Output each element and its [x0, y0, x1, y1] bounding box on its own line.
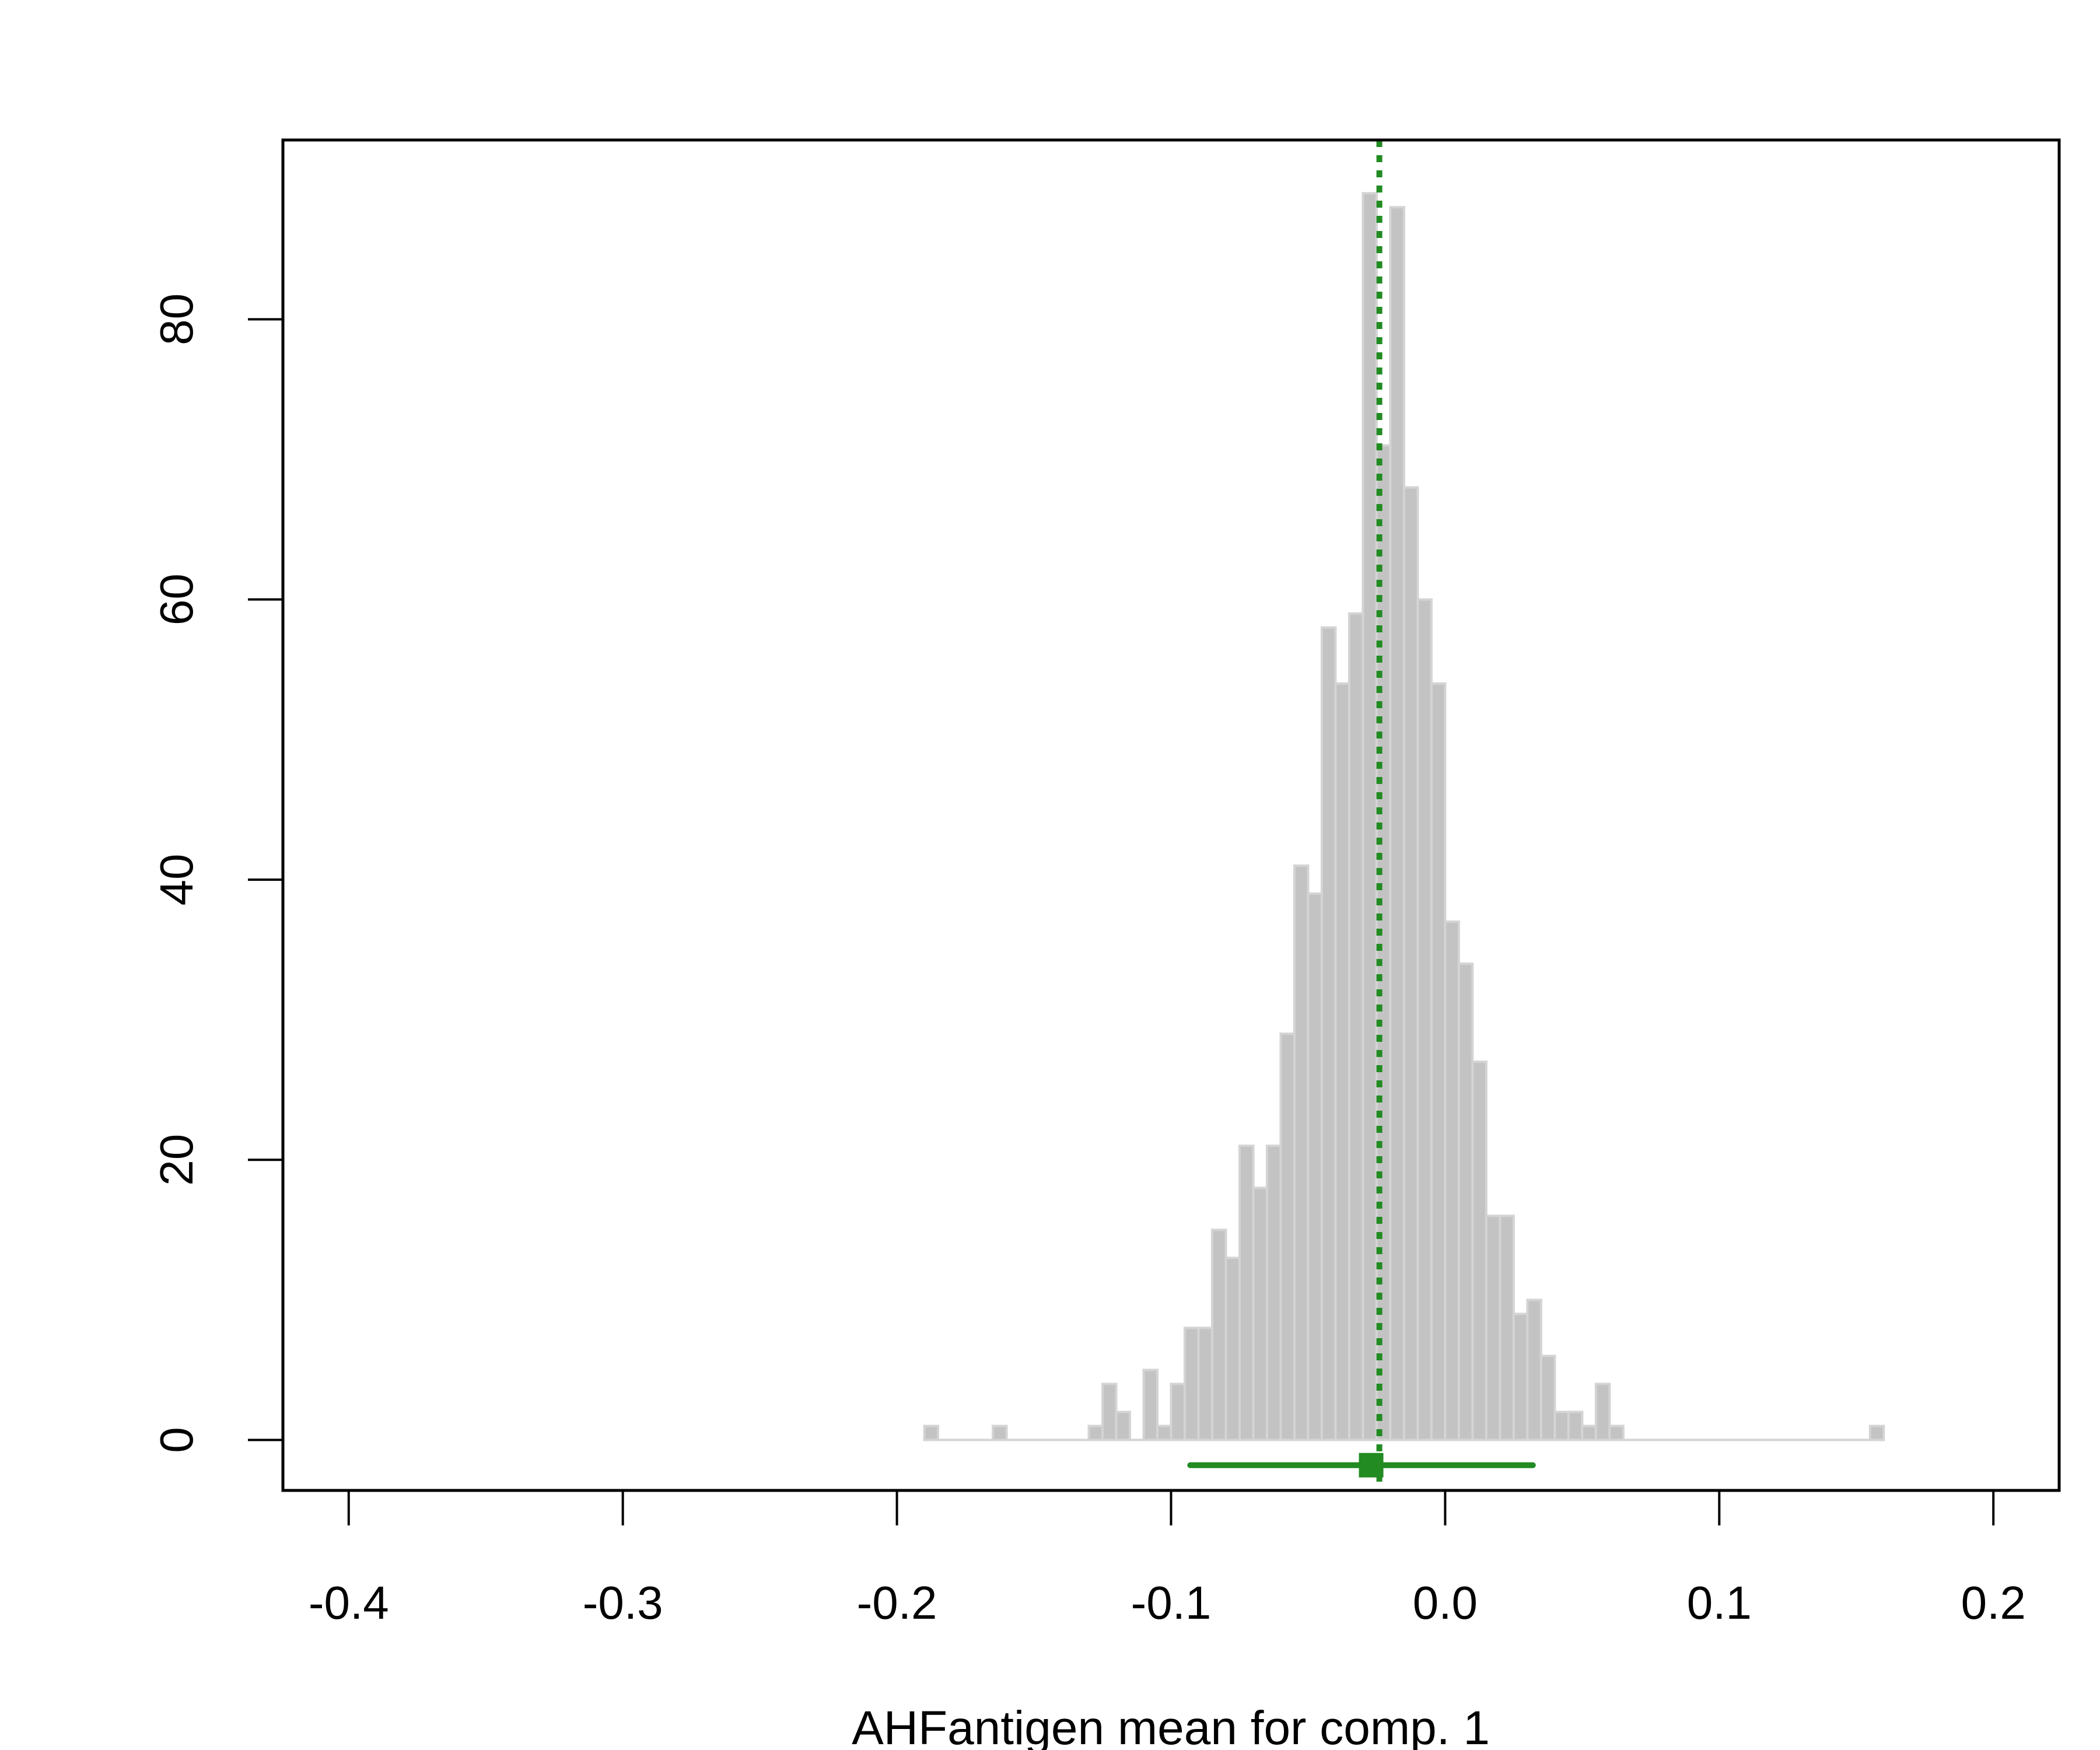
y-axis: 0 20 40 60 80 — [150, 293, 284, 1453]
histogram-bar — [992, 1424, 1008, 1441]
histogram-bar — [1320, 626, 1337, 1441]
histogram-bar — [1389, 206, 1405, 1441]
y-tick-label: 40 — [150, 853, 202, 905]
histogram-bar — [1499, 1214, 1515, 1441]
plot-frame — [281, 138, 2061, 1492]
x-tick-label: 0.1 — [1687, 1577, 1752, 1629]
histogram-bar — [1539, 1354, 1556, 1441]
histogram-bar — [1402, 486, 1419, 1441]
histogram-bar — [1485, 1214, 1502, 1441]
credible-interval — [1187, 1452, 1536, 1478]
histogram-bar — [1279, 1032, 1296, 1441]
x-tick-label: -0.1 — [1131, 1577, 1212, 1629]
histogram-bar — [1512, 1312, 1529, 1441]
histogram-bar — [1457, 963, 1474, 1441]
x-axis: -0.4 -0.3 -0.2 -0.1 0.0 0.1 0.2 — [309, 1489, 2026, 1629]
histogram-bar — [1307, 892, 1323, 1441]
histogram-bar — [1142, 1368, 1159, 1441]
histogram-bar — [1430, 682, 1447, 1441]
histogram-bars — [923, 192, 1885, 1441]
histogram-bar — [1197, 1326, 1213, 1441]
x-tick-label: -0.3 — [583, 1577, 663, 1629]
histogram-bar — [1471, 1060, 1488, 1441]
histogram-bar — [1115, 1410, 1132, 1441]
histogram-bar — [1553, 1410, 1570, 1441]
histogram-bar — [1334, 682, 1350, 1441]
histogram-bar — [1156, 1424, 1172, 1441]
x-tick-label: 0.2 — [1961, 1577, 2026, 1629]
histogram-bar — [1293, 864, 1310, 1441]
histogram-bar — [1210, 1228, 1227, 1441]
histogram-bar — [1183, 1326, 1200, 1441]
histogram-bar — [1238, 1144, 1255, 1441]
y-tick-label: 60 — [150, 573, 202, 625]
x-axis-title: AHFantigen mean for comp. 1 — [852, 1702, 1490, 1750]
histogram-bar — [1224, 1256, 1241, 1441]
x-tick-label: -0.2 — [857, 1577, 937, 1629]
histogram-bar — [1101, 1382, 1118, 1441]
histogram-bar — [1608, 1424, 1625, 1441]
histogram-bar — [1265, 1144, 1282, 1441]
histogram-bar — [923, 1424, 940, 1441]
histogram-bar — [1581, 1424, 1597, 1441]
histogram-bar — [1594, 1382, 1611, 1441]
x-tick-label: -0.4 — [309, 1577, 389, 1629]
y-tick-label: 0 — [150, 1427, 202, 1453]
histogram-bar — [1170, 1382, 1186, 1441]
histogram-bar — [1444, 921, 1460, 1441]
histogram-bar — [1087, 1424, 1104, 1441]
histogram-bar — [1416, 598, 1433, 1441]
histogram-bar — [1567, 1410, 1584, 1441]
y-tick-label: 80 — [150, 293, 202, 345]
histogram-bar — [1362, 192, 1378, 1441]
histogram-bar — [1868, 1424, 1885, 1441]
y-tick-label: 20 — [150, 1134, 202, 1186]
x-tick-label: 0.0 — [1413, 1577, 1478, 1629]
histogram-bar — [1348, 612, 1364, 1441]
histogram-bar — [1252, 1186, 1268, 1441]
histogram-bar — [1526, 1298, 1542, 1441]
histogram-bar — [1375, 444, 1392, 1441]
